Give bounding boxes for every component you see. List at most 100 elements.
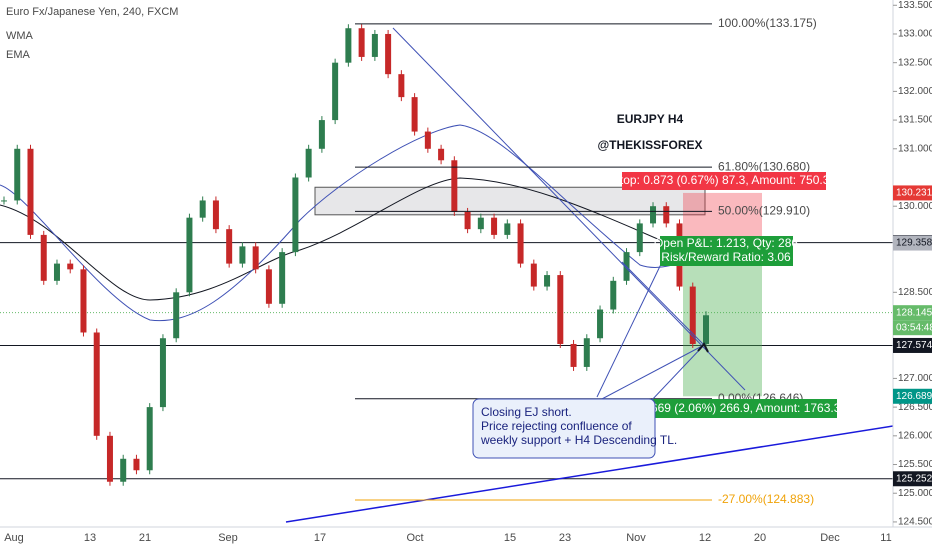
reward-zone <box>683 243 762 397</box>
fib-label: -27.00%(124.883) <box>718 492 814 506</box>
candle <box>610 280 617 310</box>
x-tick-label: 23 <box>559 532 571 544</box>
candle <box>544 275 551 287</box>
candle <box>451 160 458 212</box>
y-tick-label: 124.500 <box>898 517 932 528</box>
x-tick-label: Sep <box>218 532 238 544</box>
candle <box>517 223 524 264</box>
note-line: weekly support + H4 Descending TL. <box>480 433 677 447</box>
candle <box>504 223 511 235</box>
arrow-head <box>697 342 709 353</box>
candle <box>159 338 166 408</box>
risk-zone <box>683 192 762 244</box>
fib-label: 100.00%(133.175) <box>718 16 817 30</box>
candle <box>318 120 325 149</box>
annotations: EURJPY H4 @THEKISSFOREX Stop: 0.873 (0.6… <box>472 112 847 459</box>
candle <box>120 458 127 482</box>
price-tag <box>893 471 932 487</box>
price-tag <box>893 235 932 251</box>
x-tick-label: Nov <box>626 532 646 544</box>
candle <box>597 309 604 339</box>
candle <box>689 286 696 344</box>
y-tick-label: 126.500 <box>898 402 932 413</box>
indicator-label: EMA <box>6 49 31 61</box>
x-tick-label: 11 <box>880 532 891 544</box>
price-tag-label: 125.252 <box>896 473 932 484</box>
price-tag-label: 129.358 <box>896 238 932 249</box>
axis-labels: 133.500 133.000 132.500 132.000 131.500 131.0… <box>4 0 932 544</box>
candle <box>398 74 405 98</box>
candle <box>199 200 206 218</box>
x-tick-label: 15 <box>504 532 516 544</box>
target-box <box>611 399 837 418</box>
candle <box>570 343 577 367</box>
price-axis <box>893 0 932 550</box>
candle <box>438 148 445 161</box>
x-tick-label: Dec <box>820 532 840 544</box>
candle <box>650 206 657 224</box>
chart-title: Euro Fx/Japanese Yen, 240, FXCM <box>6 6 178 18</box>
y-tick-label: 126.000 <box>898 430 932 441</box>
candle <box>292 177 299 253</box>
stop-label: Stop: 0.873 (0.67%) 87.3, Amount: 750.32 <box>612 173 836 187</box>
y-tick-label: 132.000 <box>898 86 932 97</box>
y-tick-label: 133.500 <box>898 0 932 11</box>
trend-line <box>392 27 746 391</box>
candle <box>252 246 259 270</box>
candle <box>411 97 418 132</box>
candle <box>477 217 484 230</box>
countdown-tag <box>893 320 932 336</box>
wma-line <box>0 124 691 322</box>
price-tag-label: 127.574 <box>896 340 932 351</box>
candles <box>1 24 709 486</box>
price-tag <box>893 305 932 321</box>
candle <box>358 28 365 57</box>
pnl-label: Open P&L: 1.213, Qty: 286 <box>654 236 798 250</box>
callout-arrow <box>649 344 705 403</box>
candle <box>530 263 537 287</box>
candle <box>173 292 180 339</box>
candle <box>226 229 233 264</box>
candle <box>305 148 312 178</box>
indicator-label: WMA <box>6 30 34 42</box>
candle <box>239 246 246 264</box>
candle <box>636 223 643 253</box>
candle <box>464 211 471 230</box>
price-tag-label: 128.145 <box>896 307 932 318</box>
y-tick-label: 131.500 <box>898 115 932 126</box>
candle <box>332 62 339 121</box>
candle <box>557 275 564 344</box>
candle <box>27 148 34 235</box>
fib-label: 50.00%(129.910) <box>718 204 810 218</box>
candle <box>371 33 378 57</box>
price-tag <box>893 185 932 201</box>
pnl-box <box>660 236 793 266</box>
y-tick-label: 131.000 <box>898 143 932 154</box>
target-label: Target: 2.669 (2.06%) 266.9, Amount: 176… <box>601 401 847 415</box>
note-line: Price rejecting confluence of <box>481 419 632 433</box>
pair-label: EURJPY H4 <box>617 112 684 126</box>
candle <box>186 217 193 293</box>
candle <box>40 234 47 281</box>
x-tick-label: Aug <box>4 532 24 544</box>
trend-line <box>621 261 705 346</box>
callout-arrow <box>599 344 705 401</box>
candle <box>53 263 60 281</box>
x-tick-label: 20 <box>754 532 766 544</box>
candle <box>1 200 7 202</box>
candle <box>279 252 286 304</box>
candle <box>133 458 140 471</box>
note-line: Closing EJ short. <box>481 405 572 419</box>
x-tick-label: 13 <box>84 532 96 544</box>
zones <box>314 186 762 397</box>
candle <box>80 269 87 333</box>
candle <box>106 435 113 482</box>
trend-line <box>285 425 894 523</box>
candle <box>67 263 74 270</box>
price-tag <box>893 388 932 404</box>
price-tag <box>893 337 932 353</box>
candle <box>583 338 590 367</box>
price-tag-label: 130.231 <box>896 188 932 199</box>
